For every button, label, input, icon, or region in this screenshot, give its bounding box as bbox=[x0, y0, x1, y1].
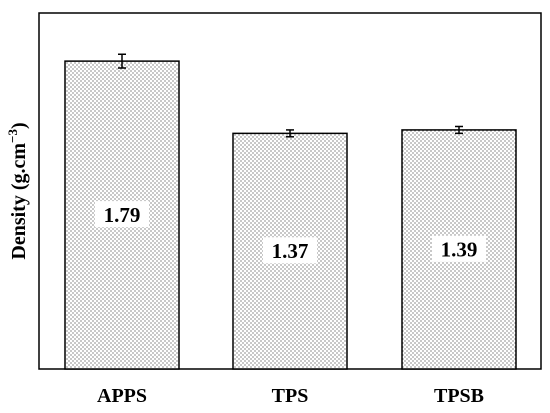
value-label-tps: 1.37 bbox=[272, 239, 309, 263]
value-label-tpsb: 1.39 bbox=[441, 237, 478, 261]
x-tick-label-tps: TPS bbox=[272, 385, 309, 407]
y-axis-title: Density (g.cm−3) bbox=[5, 122, 30, 259]
x-tick-label-apps: APPS bbox=[97, 385, 147, 407]
error-bar-apps bbox=[118, 53, 126, 69]
value-label-apps: 1.79 bbox=[104, 203, 141, 227]
value-label-bg-tps bbox=[263, 237, 317, 264]
error-bar-tps bbox=[286, 129, 294, 138]
value-labels-group: 1.79 1.37 1.39 bbox=[95, 201, 486, 264]
x-tick-labels-group: APPS TPS TPSB bbox=[97, 385, 484, 407]
error-bars-group bbox=[118, 53, 463, 138]
value-label-bg-apps bbox=[95, 201, 149, 228]
x-tick-label-tpsb: TPSB bbox=[434, 385, 484, 407]
value-label-bg-tpsb bbox=[432, 235, 486, 262]
error-bar-tpsb bbox=[455, 125, 463, 135]
